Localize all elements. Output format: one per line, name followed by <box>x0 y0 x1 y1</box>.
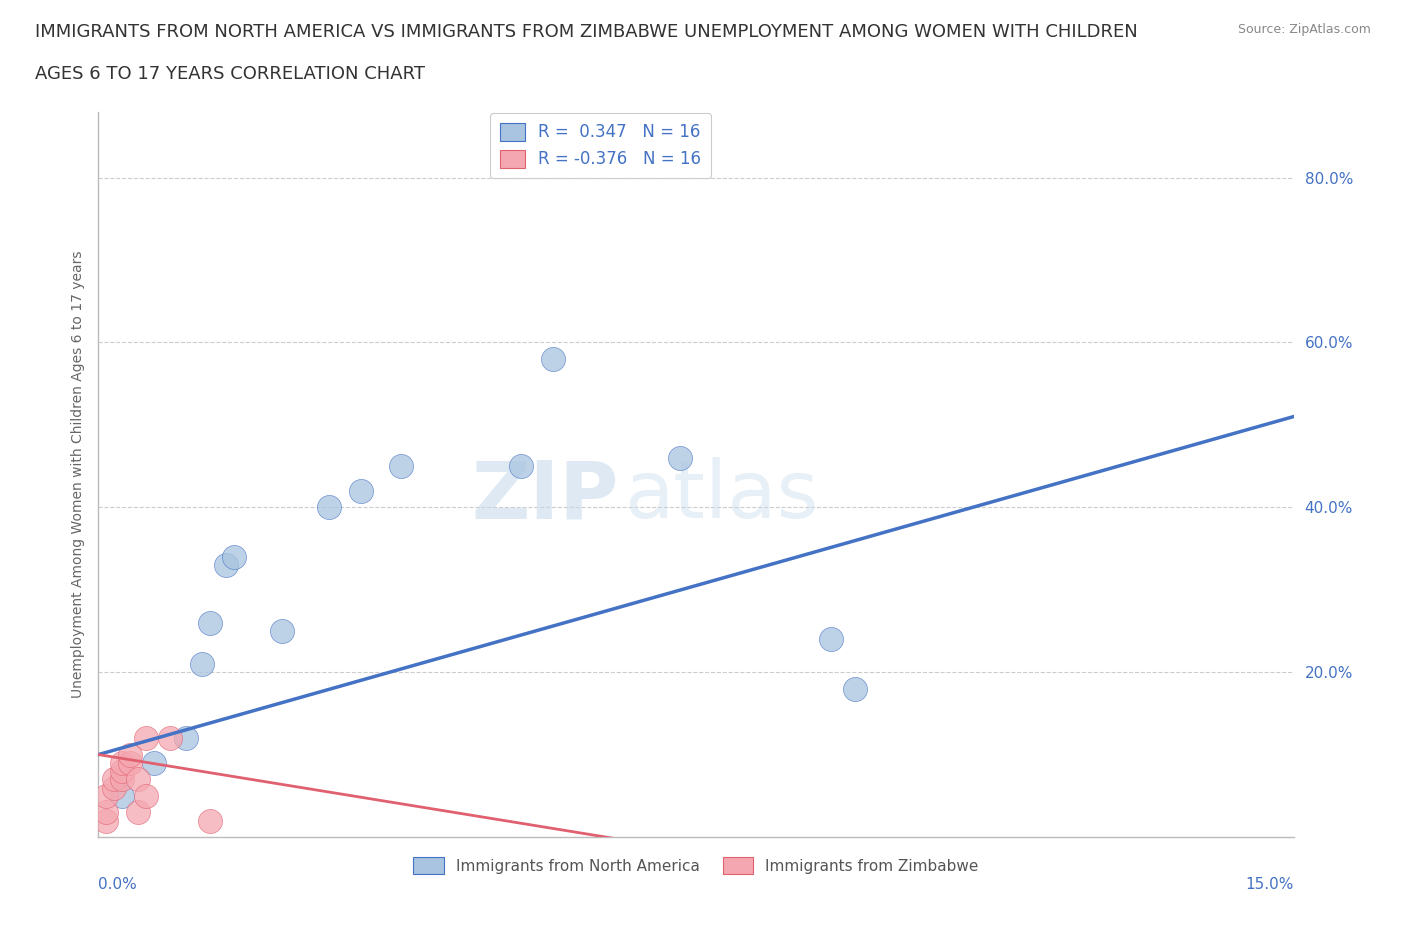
Point <box>111 789 134 804</box>
Point <box>844 681 866 696</box>
Point <box>96 813 118 828</box>
Point <box>541 352 564 366</box>
Point <box>198 813 221 828</box>
Point <box>318 499 340 514</box>
Text: 0.0%: 0.0% <box>98 877 138 892</box>
Y-axis label: Unemployment Among Women with Children Ages 6 to 17 years: Unemployment Among Women with Children A… <box>70 250 84 698</box>
Point <box>120 747 142 762</box>
Text: AGES 6 TO 17 YEARS CORRELATION CHART: AGES 6 TO 17 YEARS CORRELATION CHART <box>35 65 425 83</box>
Point <box>103 772 125 787</box>
Point <box>111 764 134 778</box>
Point <box>669 450 692 465</box>
Point <box>174 731 197 746</box>
Point <box>127 804 149 819</box>
Text: 15.0%: 15.0% <box>1246 877 1294 892</box>
Point <box>159 731 181 746</box>
Point <box>820 631 842 646</box>
Point <box>191 657 214 671</box>
Point <box>215 557 238 572</box>
Point <box>198 616 221 631</box>
Point <box>96 804 118 819</box>
Point <box>135 789 157 804</box>
Text: IMMIGRANTS FROM NORTH AMERICA VS IMMIGRANTS FROM ZIMBABWE UNEMPLOYMENT AMONG WOM: IMMIGRANTS FROM NORTH AMERICA VS IMMIGRA… <box>35 23 1137 41</box>
Point <box>143 755 166 770</box>
Point <box>120 755 142 770</box>
Point <box>222 550 245 565</box>
Point <box>509 458 531 473</box>
Text: Source: ZipAtlas.com: Source: ZipAtlas.com <box>1237 23 1371 36</box>
Point <box>111 772 134 787</box>
Point <box>127 772 149 787</box>
Point <box>135 731 157 746</box>
Point <box>103 780 125 795</box>
Point <box>270 623 292 638</box>
Point <box>350 484 373 498</box>
Point <box>96 789 118 804</box>
Point <box>389 458 412 473</box>
Text: ZIP: ZIP <box>471 457 619 535</box>
Legend: Immigrants from North America, Immigrants from Zimbabwe: Immigrants from North America, Immigrant… <box>406 851 986 880</box>
Point <box>111 755 134 770</box>
Text: atlas: atlas <box>624 457 818 535</box>
